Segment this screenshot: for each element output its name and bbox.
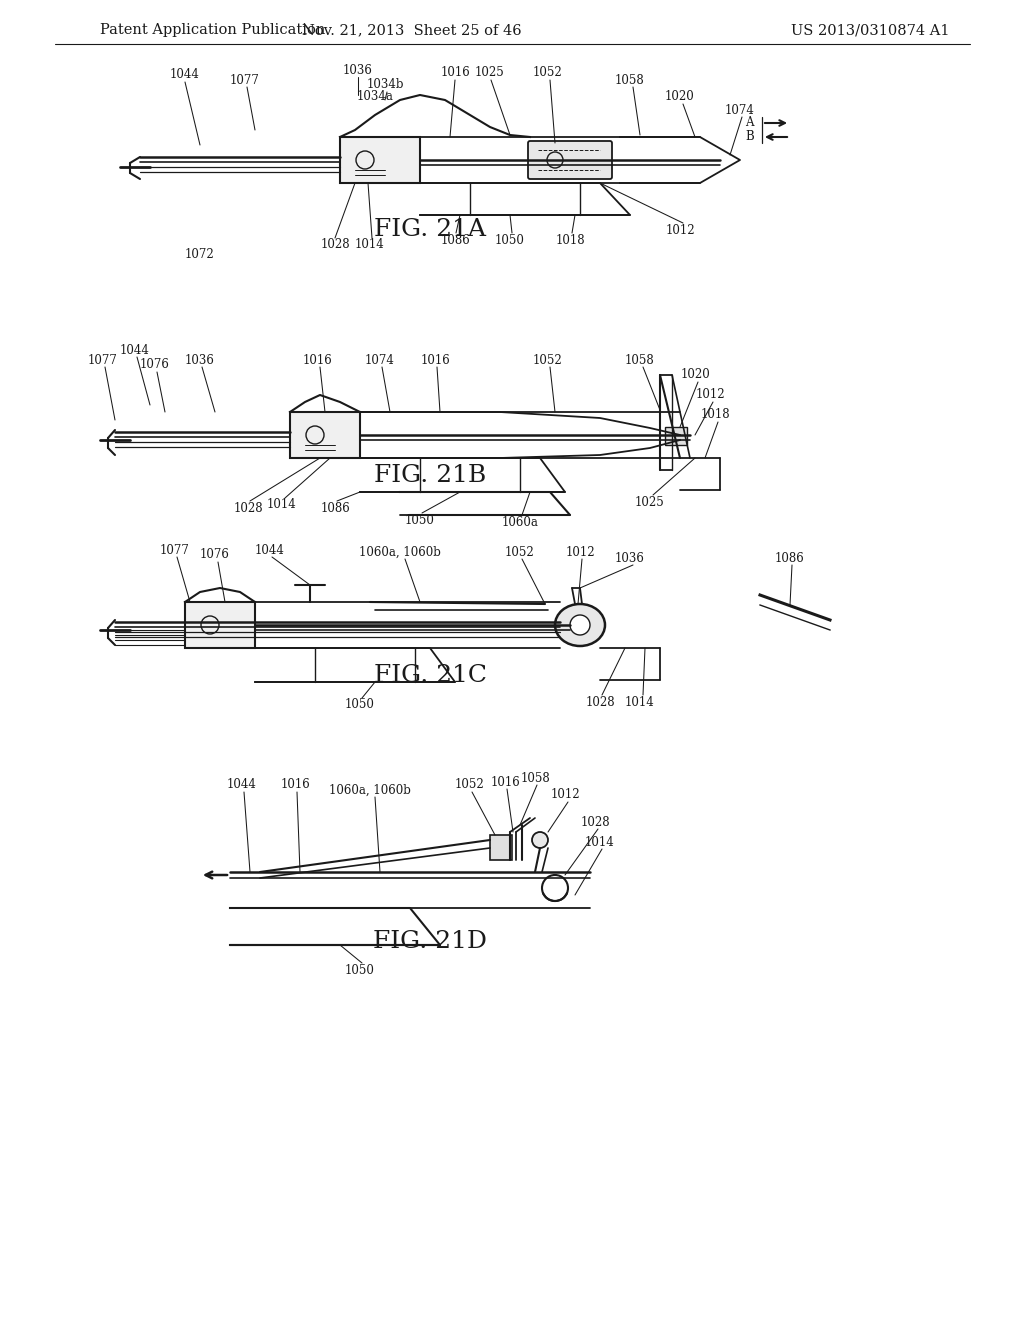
Text: 1036: 1036 — [343, 63, 373, 77]
Text: 1012: 1012 — [666, 223, 695, 236]
Circle shape — [570, 615, 590, 635]
Text: 1074: 1074 — [366, 354, 395, 367]
Bar — [490, 836, 512, 861]
Text: FIG. 21B: FIG. 21B — [374, 463, 486, 487]
Text: 1077: 1077 — [230, 74, 260, 87]
Text: 1050: 1050 — [495, 234, 525, 247]
Text: 1016: 1016 — [281, 779, 310, 792]
Text: 1060a, 1060b: 1060a, 1060b — [329, 784, 411, 796]
Text: 1076: 1076 — [200, 549, 230, 561]
Text: A: A — [745, 116, 754, 129]
Text: 1036: 1036 — [615, 552, 645, 565]
Text: 1018: 1018 — [700, 408, 730, 421]
Text: 1025: 1025 — [635, 495, 665, 508]
Bar — [185, 602, 255, 648]
Text: 1034b: 1034b — [367, 78, 403, 91]
Text: 1020: 1020 — [680, 368, 710, 381]
Text: 1086: 1086 — [321, 502, 350, 515]
Text: 1050: 1050 — [406, 513, 435, 527]
Text: 1018: 1018 — [555, 234, 585, 247]
Text: 1012: 1012 — [695, 388, 725, 401]
Text: Patent Application Publication: Patent Application Publication — [100, 22, 326, 37]
Text: US 2013/0310874 A1: US 2013/0310874 A1 — [791, 22, 949, 37]
Text: FIG. 21C: FIG. 21C — [374, 664, 486, 686]
Text: 1060a, 1060b: 1060a, 1060b — [359, 545, 441, 558]
Bar — [340, 137, 420, 183]
Text: 1058: 1058 — [625, 354, 655, 367]
Text: 1077: 1077 — [88, 354, 118, 367]
Text: 1044: 1044 — [120, 343, 150, 356]
Text: 1016: 1016 — [303, 354, 333, 367]
Text: 1012: 1012 — [550, 788, 580, 801]
Text: 1052: 1052 — [534, 354, 563, 367]
Circle shape — [532, 832, 548, 847]
Text: 1014: 1014 — [625, 696, 655, 709]
Text: 1014: 1014 — [585, 836, 614, 849]
Text: 1058: 1058 — [615, 74, 645, 87]
Text: 1044: 1044 — [255, 544, 285, 557]
Bar — [290, 412, 360, 458]
Text: Nov. 21, 2013  Sheet 25 of 46: Nov. 21, 2013 Sheet 25 of 46 — [302, 22, 522, 37]
Text: 1076: 1076 — [140, 359, 170, 371]
Text: FIG. 21D: FIG. 21D — [373, 931, 487, 953]
Text: 1060a: 1060a — [502, 516, 539, 528]
Text: 1044: 1044 — [170, 69, 200, 82]
Text: 1034a: 1034a — [356, 91, 393, 103]
Ellipse shape — [555, 605, 605, 645]
Text: 1050: 1050 — [345, 964, 375, 977]
Text: 1074: 1074 — [725, 103, 755, 116]
Text: 1028: 1028 — [581, 816, 610, 829]
Text: 1072: 1072 — [185, 248, 215, 261]
Text: 1014: 1014 — [267, 499, 297, 511]
Bar — [665, 426, 687, 445]
Text: 1077: 1077 — [160, 544, 189, 557]
Text: B: B — [745, 131, 754, 144]
Text: 1052: 1052 — [505, 545, 535, 558]
Text: 1086: 1086 — [775, 552, 805, 565]
Text: 1058: 1058 — [520, 771, 550, 784]
Text: 1016: 1016 — [440, 66, 470, 79]
Text: 1052: 1052 — [455, 779, 485, 792]
Text: FIG. 21A: FIG. 21A — [374, 219, 486, 242]
Text: 1020: 1020 — [666, 91, 695, 103]
Text: 1025: 1025 — [475, 66, 505, 79]
Text: 1028: 1028 — [233, 502, 263, 515]
Text: 1016: 1016 — [490, 776, 520, 788]
Text: 1028: 1028 — [585, 696, 614, 709]
Text: 1050: 1050 — [345, 698, 375, 711]
Text: 1014: 1014 — [355, 239, 385, 252]
Text: 1086: 1086 — [440, 234, 470, 247]
Text: 1012: 1012 — [565, 545, 595, 558]
Text: 1016: 1016 — [420, 354, 450, 367]
FancyBboxPatch shape — [528, 141, 612, 180]
Text: 1036: 1036 — [185, 354, 215, 367]
Text: 1028: 1028 — [321, 239, 350, 252]
Text: 1052: 1052 — [534, 66, 563, 79]
Text: 1044: 1044 — [227, 779, 257, 792]
